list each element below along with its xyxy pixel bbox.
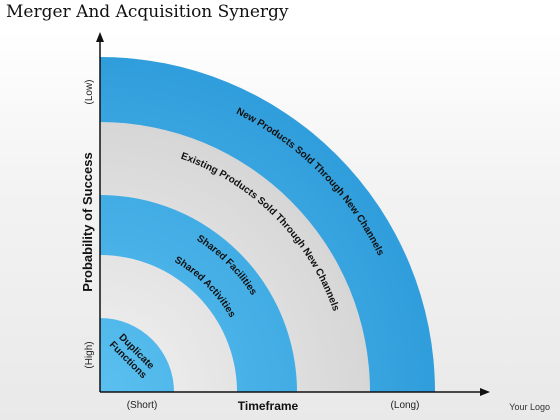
y-axis-arrow xyxy=(96,32,104,42)
y-axis-label: Probability of Success xyxy=(80,152,95,291)
x-axis-label: Timeframe xyxy=(238,399,299,413)
logo: Your Logo xyxy=(509,402,550,412)
x-axis-arrow xyxy=(480,388,490,396)
band-duplicate-functions xyxy=(100,318,174,392)
y-axis-top-label: (Low) xyxy=(84,79,95,104)
x-axis-right-label: (Long) xyxy=(391,400,420,411)
y-axis-bottom-label: (High) xyxy=(84,341,95,368)
x-axis-left-label: (Short) xyxy=(127,400,158,411)
page-title: Merger And Acquisition Synergy xyxy=(6,2,289,22)
